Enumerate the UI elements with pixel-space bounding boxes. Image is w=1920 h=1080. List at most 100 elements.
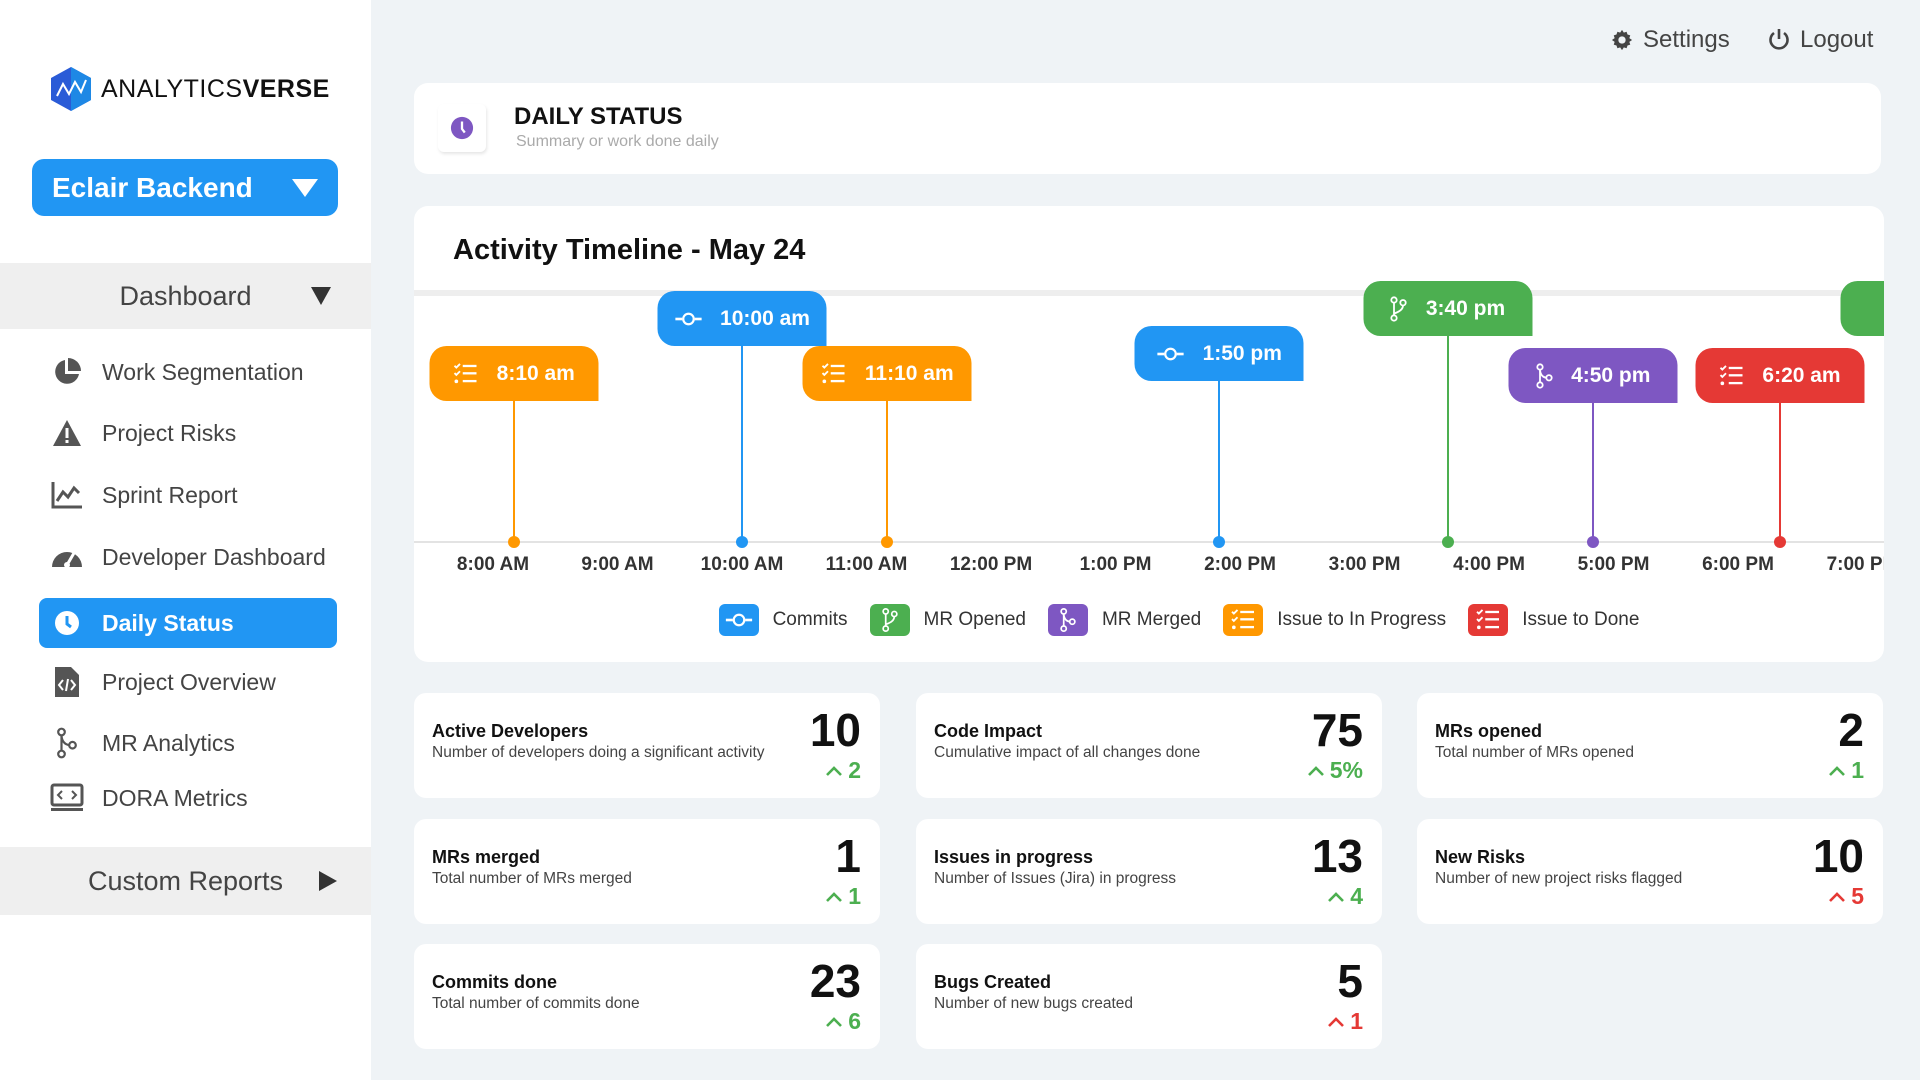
brand-name: ANALYTICSVERSE <box>101 74 330 103</box>
page-header: DAILY STATUS Summary or work done daily <box>414 83 1881 174</box>
sidebar-item-sprint-report[interactable]: Sprint Report <box>39 470 337 520</box>
event-tag-mr-opened[interactable]: 3:40 pm <box>1363 281 1532 336</box>
stat-card-commits-done[interactable]: Commits done Total number of commits done… <box>414 944 880 1049</box>
stat-description: Total number of commits done <box>432 995 640 1012</box>
stat-title: Commits done <box>432 972 558 992</box>
event-tag-commit[interactable]: 10:00 am <box>657 291 827 346</box>
timeline-legend: Commits MR Opened MR Merged Issue to In … <box>414 604 1884 636</box>
sidebar-item-daily-status[interactable]: Daily Status <box>39 598 337 648</box>
event-dot <box>736 536 748 548</box>
dashboard-label: Dashboard <box>119 280 252 311</box>
divider <box>414 290 1884 296</box>
line-chart-icon <box>50 478 84 512</box>
stat-card-mrs-opened[interactable]: MRs opened Total number of MRs opened 2 1 <box>1417 693 1883 798</box>
stat-description: Total number of MRs opened <box>1435 744 1635 761</box>
stat-delta-value: 2 <box>848 757 861 783</box>
x-tick-label: 10:00 AM <box>700 554 784 575</box>
chevron-up-icon <box>1829 765 1846 776</box>
event-dot <box>1213 536 1226 548</box>
event-dot <box>1586 536 1599 548</box>
sidebar-item-mr-analytics[interactable]: MR Analytics <box>39 718 337 768</box>
caret-down-icon <box>311 287 331 305</box>
stat-description: Number of new bugs created <box>934 995 1134 1012</box>
stat-value: 2 <box>1838 704 1864 756</box>
sidebar-item-developer-dashboard[interactable]: Developer Dashboard <box>39 532 337 582</box>
stat-description: Number of developers doing a significant… <box>432 744 765 761</box>
event-time-label: 11:10 am <box>864 361 954 385</box>
monitor-code-icon <box>50 781 84 815</box>
event-tag-issue-done[interactable]: 6:20 am <box>1695 348 1864 403</box>
custom-reports-toggle[interactable]: Custom Reports <box>0 847 371 915</box>
event-time-label: 3:40 pm <box>1425 296 1506 320</box>
x-tick-label: 8:00 AM <box>456 554 530 575</box>
event-stem <box>1591 398 1594 542</box>
clock-icon <box>50 606 84 640</box>
event-tag-commit[interactable]: 1:50 pm <box>1134 326 1304 381</box>
merge-icon <box>1047 604 1088 636</box>
event-tag-issue-in-progress[interactable]: 11:10 am <box>802 346 972 401</box>
sidebar-item-project-overview[interactable]: Project Overview <box>39 657 337 707</box>
stat-delta: 6 <box>825 1008 861 1035</box>
project-selector-value: Eclair Backend <box>52 171 253 203</box>
stat-title: MRs merged <box>432 847 541 867</box>
legend-label: Commits <box>772 609 848 630</box>
settings-label: Settings <box>1643 26 1730 53</box>
x-tick-label: 5:00 PM <box>1577 554 1650 575</box>
sidebar-item-dora-metrics[interactable]: DORA Metrics <box>39 773 337 823</box>
event-tag-mr-merged[interactable]: 4:50 pm <box>1508 348 1678 403</box>
x-tick-label: 7:00 PM <box>1826 554 1884 575</box>
chevron-up-icon <box>1328 1016 1345 1027</box>
settings-link[interactable]: Settings <box>1611 26 1730 54</box>
menu-label: MR Analytics <box>102 729 235 756</box>
event-dot <box>1441 536 1454 548</box>
brand-logo[interactable]: ANALYTICSVERSE <box>49 66 330 112</box>
stat-title: Active Developers <box>432 721 589 741</box>
chevron-up-icon <box>826 765 843 776</box>
legend-label: Issue to In Progress <box>1277 609 1447 630</box>
stat-card-mrs-merged[interactable]: MRs merged Total number of MRs merged 1 1 <box>414 819 880 924</box>
event-dot <box>1773 536 1786 548</box>
event-tag-mr-opened[interactable] <box>1840 281 1884 336</box>
x-tick-label: 1:00 PM <box>1079 554 1152 575</box>
x-tick-label: 3:00 PM <box>1328 554 1401 575</box>
chevron-up-icon <box>826 891 843 902</box>
caret-right-icon <box>319 871 337 891</box>
project-selector[interactable]: Eclair Backend <box>32 159 338 216</box>
menu-label: Project Risks <box>102 419 237 446</box>
chevron-up-icon <box>1829 891 1846 902</box>
stat-card-code-impact[interactable]: Code Impact Cumulative impact of all chan… <box>916 693 1382 798</box>
stat-delta: 1 <box>1828 757 1864 784</box>
stat-delta: 4 <box>1327 883 1363 910</box>
checklist-icon <box>1718 365 1744 387</box>
event-dot <box>507 536 520 548</box>
stat-description: Total number of MRs merged <box>432 870 632 887</box>
checklist-icon <box>1223 604 1264 636</box>
menu-label: Project Overview <box>102 668 276 695</box>
dashboard-section-toggle[interactable]: Dashboard <box>0 263 371 329</box>
legend-label: Issue to Done <box>1522 609 1640 630</box>
event-tag-issue-in-progress[interactable]: 8:10 am <box>429 346 599 401</box>
stat-delta-value: 1 <box>1350 1008 1363 1034</box>
stat-title: Code Impact <box>934 721 1043 741</box>
menu-label: Daily Status <box>102 609 234 636</box>
menu-label: Work Segmentation <box>102 358 304 385</box>
merge-icon <box>1535 363 1553 389</box>
sidebar-item-work-segmentation[interactable]: Work Segmentation <box>39 347 337 397</box>
stat-card-new-risks[interactable]: New Risks Number of new project risks fla… <box>1417 819 1883 924</box>
stat-description: Cumulative impact of all changes done <box>934 744 1201 761</box>
stat-card-bugs-created[interactable]: Bugs Created Number of new bugs created 5 1 <box>916 944 1382 1049</box>
logout-link[interactable]: Logout <box>1768 26 1873 54</box>
warning-icon <box>50 416 84 450</box>
stat-card-issues-in-progress[interactable]: Issues in progress Number of Issues (Jira… <box>916 819 1382 924</box>
sidebar-item-project-risks[interactable]: Project Risks <box>39 408 337 458</box>
branch-icon <box>1390 296 1408 322</box>
branch-icon <box>869 604 910 636</box>
x-tick-label: 4:00 PM <box>1453 554 1525 575</box>
stat-card-active-developers[interactable]: Active Developers Number of developers do… <box>414 693 880 798</box>
legend-issue-in-progress: Issue to In Progress <box>1223 604 1446 636</box>
chevron-up-icon <box>826 1016 843 1027</box>
x-tick-label: 2:00 PM <box>1204 554 1276 575</box>
merge-icon <box>50 726 84 760</box>
menu-label: Developer Dashboard <box>102 543 326 570</box>
commit-icon <box>674 312 702 326</box>
